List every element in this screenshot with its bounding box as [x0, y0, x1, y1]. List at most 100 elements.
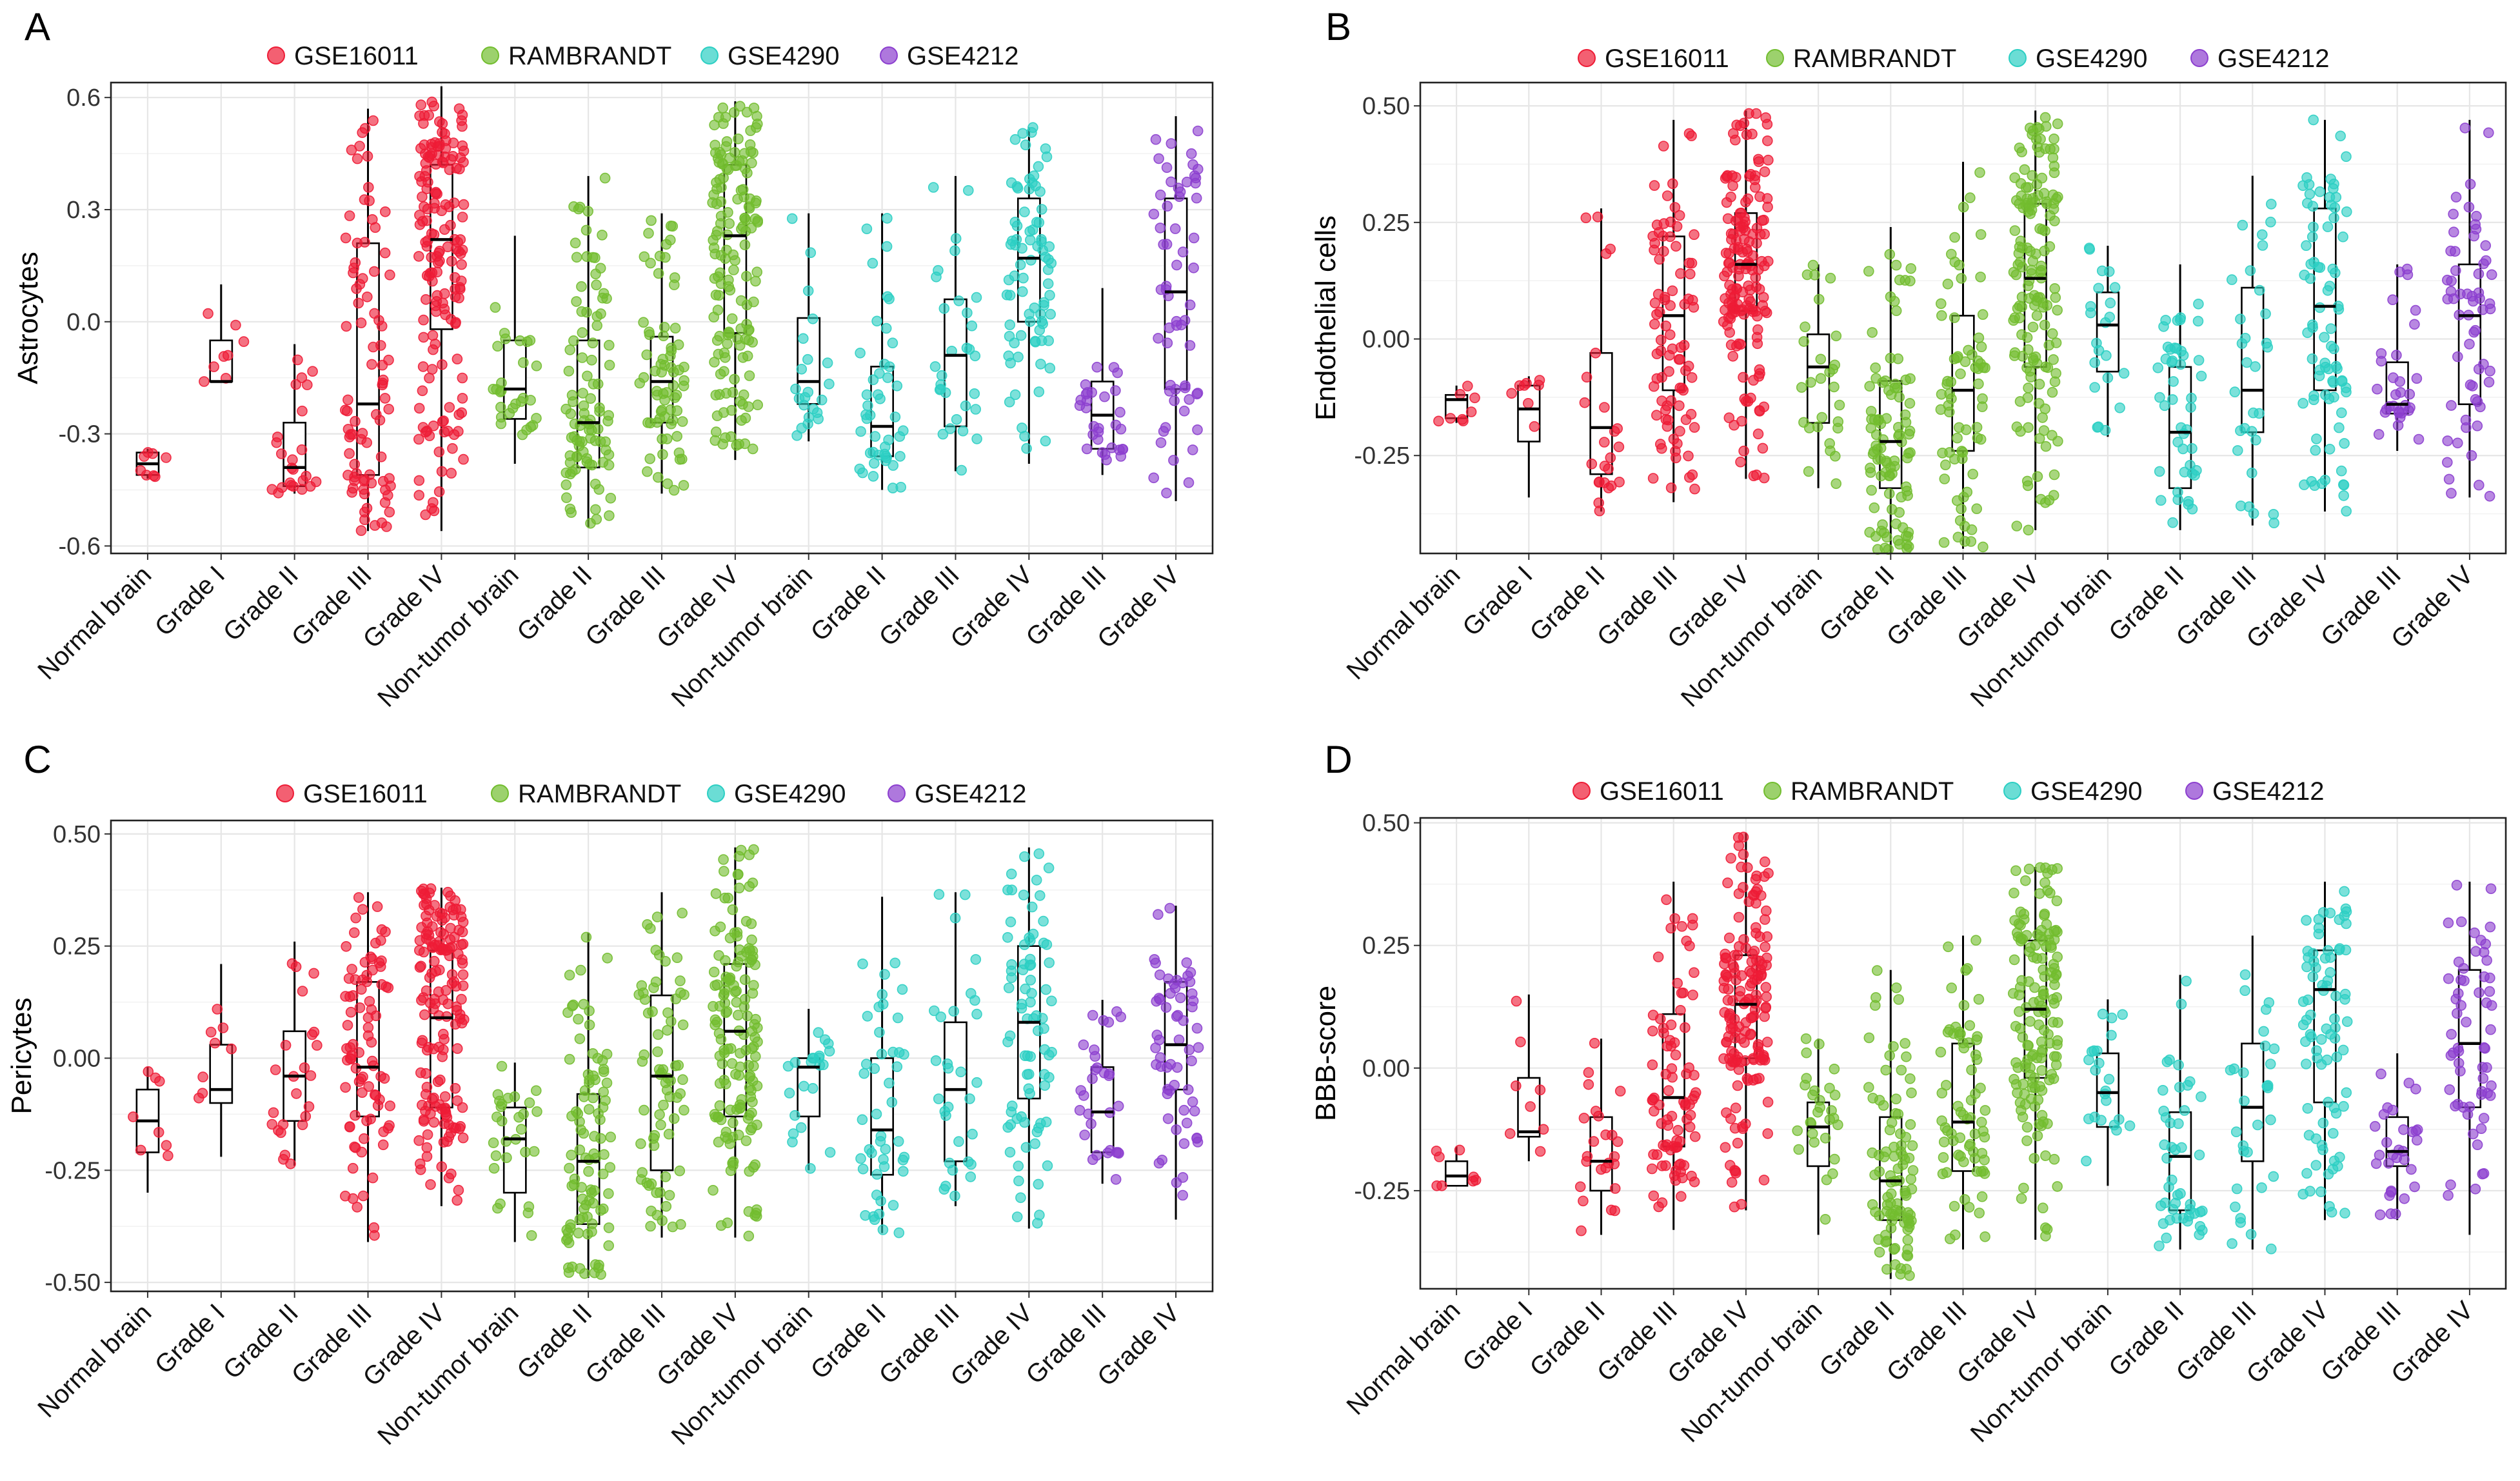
data-point: [344, 210, 355, 221]
data-point: [938, 303, 950, 314]
data-point: [1796, 382, 1807, 393]
data-point: [368, 266, 380, 277]
data-point: [362, 1022, 374, 1033]
data-point: [2238, 1067, 2249, 1078]
data-point: [1758, 1175, 1770, 1186]
data-point: [728, 107, 740, 118]
data-point: [728, 1117, 739, 1128]
data-point: [1534, 1146, 1546, 1157]
data-point: [1161, 487, 1172, 499]
data-point: [450, 1083, 461, 1094]
data-point: [1978, 1126, 1989, 1137]
data-point: [2485, 1024, 2496, 1035]
data-point: [1087, 1009, 1098, 1021]
data-point: [2313, 928, 2325, 940]
data-point: [1728, 962, 1740, 973]
data-point: [651, 1209, 663, 1221]
data-point: [1801, 1073, 1812, 1084]
data-point: [883, 434, 894, 446]
data-point: [2378, 1109, 2390, 1120]
data-point: [708, 1000, 719, 1012]
data-point: [379, 1073, 390, 1084]
data-point: [2036, 1065, 2047, 1076]
y-tick-label: -0.25: [1354, 442, 1410, 470]
data-point: [1673, 353, 1685, 365]
data-point: [744, 943, 755, 954]
data-point: [2310, 962, 2321, 973]
data-point: [2301, 915, 2312, 926]
x-tick-label: Grade I: [150, 1298, 230, 1379]
data-point: [1044, 1071, 1055, 1083]
data-point: [2049, 143, 2059, 155]
data-point: [429, 900, 441, 911]
data-point: [1651, 309, 1662, 320]
data-point: [2016, 301, 2027, 312]
data-point: [1718, 1053, 1729, 1064]
data-point: [944, 1157, 955, 1169]
data-point: [1115, 1011, 1126, 1022]
data-point: [813, 1027, 824, 1038]
data-point: [709, 357, 720, 368]
data-point: [597, 1168, 609, 1180]
data-point: [882, 213, 893, 224]
data-point: [798, 333, 809, 344]
data-point: [871, 1169, 882, 1180]
data-point: [639, 1049, 650, 1060]
data-point: [1726, 1046, 1737, 1057]
data-point: [2020, 182, 2032, 194]
data-point: [1894, 507, 1905, 518]
data-point: [451, 353, 463, 364]
data-point: [530, 1085, 542, 1097]
data-point: [435, 944, 446, 955]
data-point: [1015, 330, 1027, 341]
data-point: [2455, 1066, 2466, 1077]
data-point: [1588, 1136, 1600, 1147]
data-point: [428, 955, 440, 967]
legend: GSE16011 RAMBRANDT GSE4290 GSE4212: [267, 42, 1018, 70]
data-point: [490, 1150, 502, 1161]
data-point: [415, 960, 426, 972]
data-point: [577, 388, 588, 399]
data-point: [967, 1128, 978, 1140]
data-point: [2047, 328, 2058, 339]
data-point: [347, 1162, 359, 1174]
data-point: [2017, 243, 2028, 253]
data-point: [1150, 1042, 1161, 1053]
data-point: [1936, 298, 1947, 310]
data-point: [1023, 1083, 1035, 1095]
points: [707, 101, 763, 455]
data-point: [1649, 319, 1660, 330]
data-point: [670, 993, 682, 1004]
data-point: [1665, 300, 1676, 312]
data-point: [2265, 1114, 2276, 1126]
data-point: [1978, 541, 1989, 553]
data-point: [740, 1135, 752, 1146]
y-axis-label: Astrocytes: [12, 252, 44, 384]
data-point: [2193, 355, 2205, 366]
data-point: [648, 1140, 660, 1151]
data-point: [2043, 495, 2055, 506]
data-point: [339, 404, 351, 416]
data-point: [1161, 1062, 1173, 1073]
data-point: [2319, 953, 2331, 964]
data-point: [1667, 1071, 1678, 1083]
data-point: [1672, 978, 1683, 989]
data-point: [744, 324, 755, 335]
y-axis: 0.500.250.00-0.25: [1354, 810, 1420, 1205]
data-point: [2442, 457, 2453, 468]
data-point: [2485, 921, 2496, 933]
data-point: [1173, 1034, 1185, 1046]
data-point: [602, 415, 613, 427]
data-point: [1894, 539, 1905, 550]
points: [855, 957, 910, 1238]
data-point: [563, 365, 575, 377]
data-point: [668, 1113, 680, 1124]
data-point: [1583, 1067, 1594, 1078]
data-point: [671, 431, 682, 442]
data-point: [2266, 1243, 2277, 1255]
data-point: [2301, 1168, 2312, 1179]
data-point: [2308, 221, 2319, 233]
data-point: [1730, 1102, 1741, 1113]
data-point: [2021, 1135, 2032, 1146]
